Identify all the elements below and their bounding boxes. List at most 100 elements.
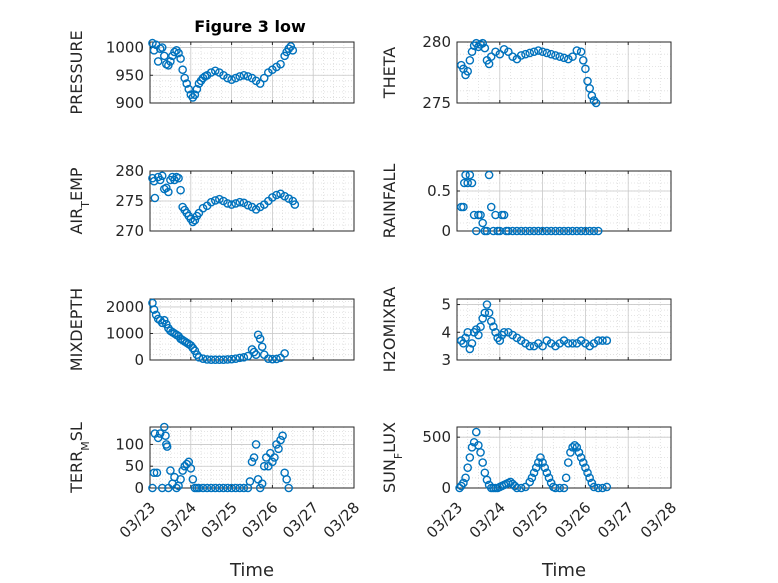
data-point xyxy=(223,73,232,83)
y-tick-label: 1000 xyxy=(106,324,144,342)
data-point xyxy=(529,226,539,236)
data-point xyxy=(245,477,255,486)
data-point xyxy=(585,341,594,351)
data-point xyxy=(578,458,588,467)
data-point xyxy=(259,461,269,471)
data-point xyxy=(153,57,163,66)
data-point xyxy=(231,73,240,83)
data-point xyxy=(534,46,543,55)
data-point xyxy=(471,325,481,334)
data-point xyxy=(465,56,475,65)
y-tick-label: 275 xyxy=(115,192,144,210)
x-tick-label: 03/24 xyxy=(466,498,509,541)
data-point xyxy=(223,355,232,364)
data-point xyxy=(551,226,560,236)
data-point xyxy=(247,457,257,467)
data-point xyxy=(563,339,573,348)
data-point xyxy=(559,53,569,63)
data-point xyxy=(463,178,473,188)
data-point xyxy=(546,478,556,488)
data-point xyxy=(290,200,300,209)
data-point xyxy=(284,483,294,493)
x-axis-label: Time xyxy=(541,560,586,581)
data-point xyxy=(459,339,468,348)
x-tick-label: 03/23 xyxy=(423,498,466,541)
data-point xyxy=(152,468,162,478)
data-point xyxy=(480,43,490,53)
data-point xyxy=(568,226,577,236)
y-tick-label: 2000 xyxy=(106,298,144,316)
x-tick-label: 03/25 xyxy=(508,498,551,541)
x-tick-label: 03/28 xyxy=(320,498,363,541)
data-point xyxy=(149,46,159,55)
data-point xyxy=(223,199,232,208)
data-point xyxy=(149,468,159,478)
data-point xyxy=(198,354,208,363)
data-point xyxy=(231,354,240,363)
data-point xyxy=(159,422,169,432)
data-point xyxy=(525,477,535,487)
data-point xyxy=(566,448,575,457)
data-point xyxy=(538,47,547,57)
y-tick-label: 280 xyxy=(422,33,451,51)
data-point xyxy=(148,483,157,493)
data-point xyxy=(576,47,586,57)
data-point xyxy=(202,355,212,364)
data-point xyxy=(587,91,597,100)
data-point xyxy=(542,468,552,478)
x-tick-label: 03/28 xyxy=(637,498,680,541)
data-point xyxy=(268,354,277,364)
data-point xyxy=(210,66,220,76)
data-point xyxy=(272,190,281,200)
data-point xyxy=(182,79,192,88)
data-point xyxy=(210,483,220,493)
data-point xyxy=(239,70,249,80)
y-tick-label: 0 xyxy=(441,222,451,240)
x-tick-label: 03/27 xyxy=(594,498,637,541)
data-point xyxy=(210,196,220,205)
data-point xyxy=(478,38,487,48)
data-point xyxy=(215,483,224,493)
x-tick-label: 03/24 xyxy=(157,498,200,541)
data-point xyxy=(174,48,183,58)
data-point xyxy=(264,354,273,363)
data-point xyxy=(525,48,535,58)
data-point xyxy=(235,197,245,207)
data-point xyxy=(572,46,582,55)
data-point xyxy=(516,51,526,60)
data-point xyxy=(555,339,565,348)
data-point xyxy=(206,483,216,493)
data-point xyxy=(489,226,498,236)
data-point xyxy=(585,226,594,236)
data-point xyxy=(206,197,216,207)
data-point xyxy=(578,56,588,65)
data-point xyxy=(159,51,169,61)
data-point xyxy=(529,341,539,351)
data-point xyxy=(480,308,490,318)
y-tick-label: 900 xyxy=(115,94,144,112)
y-tick-label: 4 xyxy=(441,323,451,341)
data-point xyxy=(563,458,573,467)
data-point xyxy=(491,210,500,220)
y-tick-label: 100 xyxy=(115,435,144,453)
data-point xyxy=(572,226,582,236)
data-point xyxy=(176,185,185,195)
data-point xyxy=(576,453,586,462)
data-point xyxy=(198,483,208,493)
data-point xyxy=(559,336,569,345)
data-point xyxy=(178,466,187,475)
y-axis-label: SUNFLUX xyxy=(380,422,405,493)
data-point xyxy=(536,453,545,462)
data-point xyxy=(525,226,535,236)
x-tick-label: 03/25 xyxy=(197,498,240,541)
data-point xyxy=(474,330,483,340)
data-point xyxy=(157,483,167,493)
data-point xyxy=(461,473,470,483)
data-point xyxy=(516,483,526,493)
y-tick-label: 1000 xyxy=(106,39,144,57)
axes-box xyxy=(149,298,355,361)
data-point xyxy=(499,45,509,54)
data-point xyxy=(192,84,202,94)
data-point xyxy=(570,440,580,450)
